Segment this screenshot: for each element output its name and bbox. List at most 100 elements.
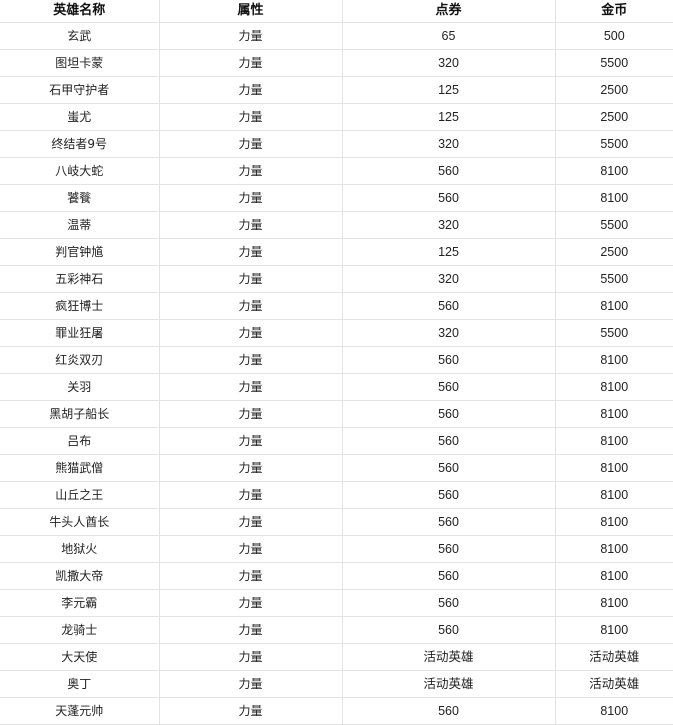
attribute-cell: 力量 [158,265,342,293]
header-hero-name: 英雄名称 [0,0,159,23]
gold-cell: 8100 [554,562,673,590]
coupons-cell: 65 [341,22,555,50]
gold-cell: 8100 [554,373,673,401]
table-row: 地狱火 力量 560 8100 [0,535,673,563]
header-attribute: 属性 [158,0,342,23]
hero-name-cell: 温蒂 [0,211,159,239]
coupons-cell: 320 [341,265,555,293]
table-row: 关羽 力量 560 8100 [0,373,673,401]
hero-name-cell: 吕布 [0,427,159,455]
table-row: 蚩尤 力量 125 2500 [0,103,673,131]
table-row: 疯狂博士 力量 560 8100 [0,292,673,320]
gold-cell: 8100 [554,346,673,374]
gold-cell: 5500 [554,319,673,347]
gold-cell: 8100 [554,427,673,455]
hero-name-cell: 天蓬元帅 [0,697,159,725]
coupons-cell: 560 [341,589,555,617]
coupons-cell: 560 [341,697,555,725]
gold-cell: 500 [554,22,673,50]
coupons-cell: 560 [341,346,555,374]
coupons-cell: 320 [341,211,555,239]
table-row: 山丘之王 力量 560 8100 [0,481,673,509]
table-row: 图坦卡蒙 力量 320 5500 [0,49,673,77]
attribute-cell: 力量 [158,454,342,482]
hero-name-cell: 玄武 [0,22,159,50]
coupons-cell: 560 [341,535,555,563]
gold-cell: 8100 [554,616,673,644]
gold-cell: 8100 [554,481,673,509]
coupons-cell: 320 [341,49,555,77]
table-row: 熊猫武僧 力量 560 8100 [0,454,673,482]
attribute-cell: 力量 [158,184,342,212]
attribute-cell: 力量 [158,346,342,374]
gold-cell: 8100 [554,292,673,320]
coupons-cell: 560 [341,373,555,401]
hero-name-cell: 疯狂博士 [0,292,159,320]
gold-cell: 8100 [554,589,673,617]
coupons-cell: 活动英雄 [341,670,555,698]
table-row: 终结者9号 力量 320 5500 [0,130,673,158]
hero-name-cell: 大天使 [0,643,159,671]
attribute-cell: 力量 [158,211,342,239]
hero-name-cell: 图坦卡蒙 [0,49,159,77]
hero-name-cell: 五彩神石 [0,265,159,293]
table-row: 红炎双刃 力量 560 8100 [0,346,673,374]
header-gold: 金币 [554,0,673,23]
hero-name-cell: 石甲守护者 [0,76,159,104]
gold-cell: 5500 [554,130,673,158]
gold-cell: 8100 [554,157,673,185]
coupons-cell: 560 [341,481,555,509]
attribute-cell: 力量 [158,589,342,617]
hero-name-cell: 罪业狂屠 [0,319,159,347]
attribute-cell: 力量 [158,319,342,347]
coupons-cell: 活动英雄 [341,643,555,671]
attribute-cell: 力量 [158,481,342,509]
attribute-cell: 力量 [158,49,342,77]
hero-name-cell: 八岐大蛇 [0,157,159,185]
hero-name-cell: 龙骑士 [0,616,159,644]
table-row: 罪业狂屠 力量 320 5500 [0,319,673,347]
attribute-cell: 力量 [158,292,342,320]
table-row: 龙骑士 力量 560 8100 [0,616,673,644]
attribute-cell: 力量 [158,670,342,698]
coupons-cell: 560 [341,508,555,536]
hero-name-cell: 山丘之王 [0,481,159,509]
attribute-cell: 力量 [158,238,342,266]
attribute-cell: 力量 [158,427,342,455]
hero-name-cell: 关羽 [0,373,159,401]
attribute-cell: 力量 [158,400,342,428]
attribute-cell: 力量 [158,616,342,644]
table-header-row: 英雄名称 属性 点券 金币 [0,0,673,23]
coupons-cell: 560 [341,427,555,455]
hero-name-cell: 牛头人酋长 [0,508,159,536]
table-row: 奥丁 力量 活动英雄 活动英雄 [0,670,673,698]
header-coupons: 点券 [341,0,555,23]
gold-cell: 2500 [554,103,673,131]
table-row: 温蒂 力量 320 5500 [0,211,673,239]
gold-cell: 5500 [554,265,673,293]
gold-cell: 8100 [554,184,673,212]
table-row: 石甲守护者 力量 125 2500 [0,76,673,104]
coupons-cell: 560 [341,616,555,644]
hero-name-cell: 熊猫武僧 [0,454,159,482]
attribute-cell: 力量 [158,130,342,158]
table-row: 凯撒大帝 力量 560 8100 [0,562,673,590]
table-row: 判官钟馗 力量 125 2500 [0,238,673,266]
gold-cell: 活动英雄 [554,670,673,698]
attribute-cell: 力量 [158,643,342,671]
gold-cell: 8100 [554,697,673,725]
table-row: 饕餮 力量 560 8100 [0,184,673,212]
table-row: 吕布 力量 560 8100 [0,427,673,455]
gold-cell: 5500 [554,211,673,239]
coupons-cell: 560 [341,184,555,212]
table-row: 五彩神石 力量 320 5500 [0,265,673,293]
coupons-cell: 560 [341,157,555,185]
attribute-cell: 力量 [158,76,342,104]
table-row: 玄武 力量 65 500 [0,22,673,50]
gold-cell: 5500 [554,49,673,77]
gold-cell: 2500 [554,76,673,104]
attribute-cell: 力量 [158,697,342,725]
coupons-cell: 125 [341,76,555,104]
table-row: 八岐大蛇 力量 560 8100 [0,157,673,185]
hero-name-cell: 饕餮 [0,184,159,212]
